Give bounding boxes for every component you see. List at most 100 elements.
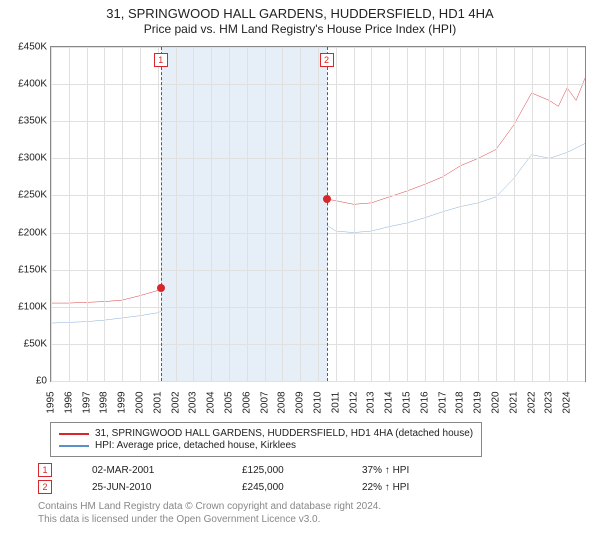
x-axis-label: 2003 bbox=[188, 391, 199, 413]
sale-date: 25-JUN-2010 bbox=[92, 482, 202, 493]
gridline-v bbox=[336, 47, 337, 381]
gridline-v bbox=[247, 47, 248, 381]
x-axis-label: 2019 bbox=[473, 391, 484, 413]
y-axis-label: £100K bbox=[18, 301, 47, 312]
gridline-v bbox=[158, 47, 159, 381]
legend-label: HPI: Average price, detached house, Kirk… bbox=[95, 440, 296, 451]
gridline-v bbox=[354, 47, 355, 381]
x-axis-label: 2006 bbox=[241, 391, 252, 413]
gridline-v bbox=[514, 47, 515, 381]
legend-label: 31, SPRINGWOOD HALL GARDENS, HUDDERSFIEL… bbox=[95, 428, 473, 439]
sale-marker-line bbox=[327, 47, 328, 381]
gridline-v bbox=[425, 47, 426, 381]
legend-item: 31, SPRINGWOOD HALL GARDENS, HUDDERSFIEL… bbox=[59, 428, 473, 439]
y-axis-label: £400K bbox=[18, 79, 47, 90]
legend-swatch bbox=[59, 445, 89, 447]
sale-period-band bbox=[161, 47, 327, 381]
x-axis-label: 2000 bbox=[135, 391, 146, 413]
gridline-v bbox=[496, 47, 497, 381]
sales-table: 102-MAR-2001£125,00037% ↑ HPI225-JUN-201… bbox=[38, 463, 592, 494]
y-axis-label: £150K bbox=[18, 264, 47, 275]
x-axis-label: 2008 bbox=[277, 391, 288, 413]
x-axis-label: 2012 bbox=[348, 391, 359, 413]
x-axis-label: 2011 bbox=[330, 392, 341, 414]
x-axis-label: 2020 bbox=[491, 391, 502, 413]
sale-date: 02-MAR-2001 bbox=[92, 465, 202, 476]
x-axis-label: 2023 bbox=[544, 391, 555, 413]
gridline-v bbox=[211, 47, 212, 381]
legend-item: HPI: Average price, detached house, Kirk… bbox=[59, 440, 473, 451]
chart: £0 £50K £100K £150K £200K £250K £300K £350K £400… bbox=[8, 42, 592, 412]
y-axis-label: £200K bbox=[18, 227, 47, 238]
gridline-v bbox=[549, 47, 550, 381]
sale-marker-box: 2 bbox=[320, 53, 334, 67]
sale-row: 2 25-JUN-2010 £245,000 22% ↑ HPI bbox=[38, 480, 592, 494]
x-axis-label: 2010 bbox=[313, 391, 324, 413]
x-axis-label: 2007 bbox=[259, 391, 270, 413]
gridline-v bbox=[176, 47, 177, 381]
x-axis-label: 2018 bbox=[455, 391, 466, 413]
gridline-v bbox=[460, 47, 461, 381]
y-axis-label: £450K bbox=[18, 42, 47, 53]
x-axis-label: 2021 bbox=[508, 391, 519, 413]
x-axis-label: 2015 bbox=[402, 391, 413, 413]
gridline-v bbox=[532, 47, 533, 381]
gridline-v bbox=[443, 47, 444, 381]
sale-marker-dot bbox=[157, 284, 165, 292]
gridline-v bbox=[51, 47, 52, 381]
x-axis-label: 1996 bbox=[63, 391, 74, 413]
x-axis-label: 2013 bbox=[366, 391, 377, 413]
y-axis-label: £300K bbox=[18, 153, 47, 164]
sale-price: £125,000 bbox=[242, 465, 322, 476]
gridline-v bbox=[371, 47, 372, 381]
x-axis-label: 2004 bbox=[206, 391, 217, 413]
x-axis-label: 2022 bbox=[526, 391, 537, 413]
gridline-v bbox=[478, 47, 479, 381]
gridline-v bbox=[318, 47, 319, 381]
gridline-h bbox=[51, 381, 585, 382]
y-axis-label: £350K bbox=[18, 116, 47, 127]
x-axis-label: 2017 bbox=[437, 391, 448, 413]
gridline-v bbox=[407, 47, 408, 381]
gridline-v bbox=[265, 47, 266, 381]
sale-price: £245,000 bbox=[242, 482, 322, 493]
gridline-v bbox=[389, 47, 390, 381]
x-axis-label: 2005 bbox=[224, 391, 235, 413]
sale-delta: 22% ↑ HPI bbox=[362, 482, 442, 493]
sale-marker-line bbox=[161, 47, 162, 381]
gridline-v bbox=[229, 47, 230, 381]
x-axis-label: 2024 bbox=[562, 391, 573, 413]
plot-area: £0£50K£100K£150K£200K£250K£300K£350K£400… bbox=[50, 46, 586, 382]
x-axis-label: 2009 bbox=[295, 391, 306, 413]
gridline-v bbox=[567, 47, 568, 381]
gridline-v bbox=[282, 47, 283, 381]
sale-row: 102-MAR-2001£125,00037% ↑ HPI bbox=[38, 463, 592, 477]
x-axis-label: 1995 bbox=[46, 391, 57, 413]
x-axis-label: 1999 bbox=[117, 391, 128, 413]
chart-subtitle: Price paid vs. HM Land Registry's House … bbox=[8, 22, 592, 36]
y-axis-label: £250K bbox=[18, 190, 47, 201]
chart-title: 31, SPRINGWOOD HALL GARDENS, HUDDERSFIEL… bbox=[8, 6, 592, 21]
gridline-v bbox=[104, 47, 105, 381]
legend: 31, SPRINGWOOD HALL GARDENS, HUDDERSFIEL… bbox=[50, 422, 482, 457]
sale-row-box: 2 bbox=[38, 480, 52, 494]
x-axis-label: 2001 bbox=[152, 391, 163, 413]
x-axis-label: 2016 bbox=[419, 391, 430, 413]
gridline-v bbox=[69, 47, 70, 381]
gridline-v bbox=[87, 47, 88, 381]
legend-swatch bbox=[59, 433, 89, 435]
x-axis-label: 1998 bbox=[99, 391, 110, 413]
attribution-line: This data is licensed under the Open Gov… bbox=[38, 513, 592, 526]
y-axis-label: £0 bbox=[36, 376, 47, 387]
sale-marker-dot bbox=[323, 195, 331, 203]
x-axis-label: 2014 bbox=[384, 391, 395, 413]
gridline-v bbox=[140, 47, 141, 381]
sale-marker-box: 1 bbox=[154, 53, 168, 67]
sale-delta: 37% ↑ HPI bbox=[362, 465, 442, 476]
x-axis-label: 2002 bbox=[170, 391, 181, 413]
attribution-line: Contains HM Land Registry data © Crown c… bbox=[38, 500, 592, 513]
gridline-v bbox=[193, 47, 194, 381]
y-axis-label: £50K bbox=[24, 338, 47, 349]
x-axis-label: 1997 bbox=[81, 391, 92, 413]
gridline-v bbox=[300, 47, 301, 381]
